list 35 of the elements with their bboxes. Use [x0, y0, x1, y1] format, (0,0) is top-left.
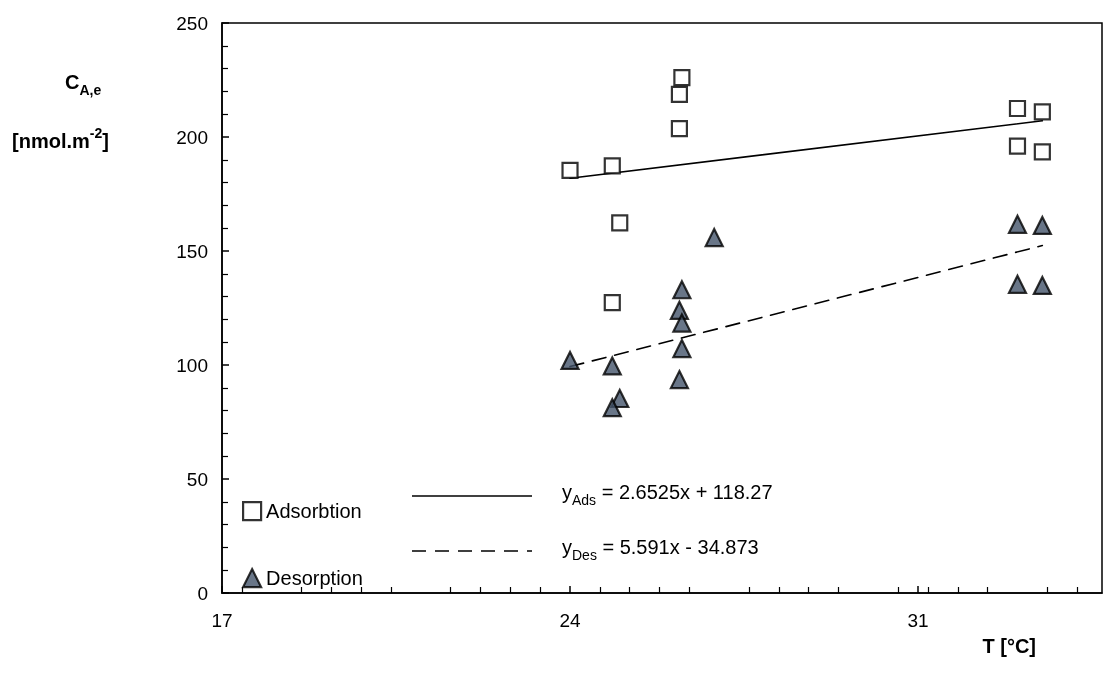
point	[672, 313, 692, 333]
y-tick-label: 0	[197, 582, 208, 604]
point	[603, 157, 621, 175]
point	[1007, 274, 1028, 294]
point	[611, 214, 629, 232]
legend-label: Desorption	[266, 567, 363, 590]
y-tick-label: 50	[186, 468, 208, 490]
point	[603, 293, 621, 312]
y-tick-label: 200	[176, 126, 208, 148]
point	[1008, 137, 1027, 155]
y-tick-label: 150	[176, 240, 208, 262]
point	[560, 350, 580, 371]
point	[672, 280, 692, 300]
y-tick-label: 250	[176, 12, 208, 34]
point	[1008, 99, 1027, 118]
point	[602, 398, 622, 418]
x-tick-label: 24	[559, 610, 582, 631]
point	[561, 161, 579, 179]
point	[1032, 275, 1052, 296]
legend-label: Adsorbtion	[266, 500, 362, 523]
point	[673, 69, 691, 87]
point	[602, 356, 622, 376]
point	[704, 227, 724, 248]
point	[1032, 215, 1052, 236]
point	[1033, 103, 1051, 121]
y-tick-label: 100	[176, 354, 208, 376]
x-tick-label: 31	[907, 610, 929, 631]
point	[1007, 214, 1028, 234]
point	[672, 338, 692, 359]
point	[670, 85, 688, 103]
x-axis-title: T [°C]	[982, 635, 1037, 657]
point	[669, 369, 689, 390]
point	[1033, 143, 1051, 161]
x-tick-label: 17	[211, 610, 233, 631]
point	[670, 119, 688, 138]
